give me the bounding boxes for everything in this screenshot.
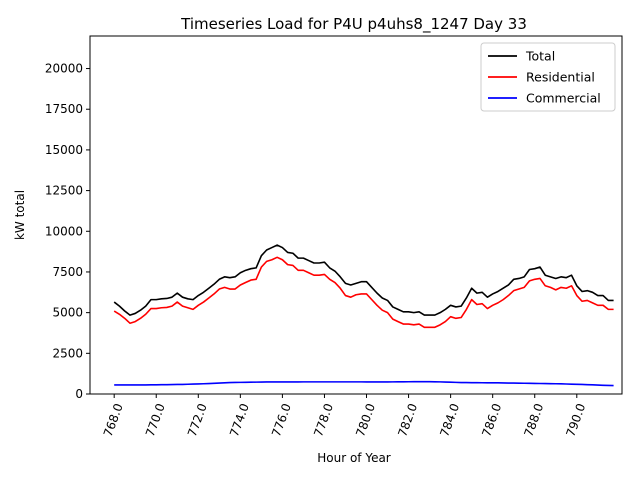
y-tick-label: 12500 <box>45 184 83 198</box>
x-tick-label: 784.0 <box>437 402 462 439</box>
legend-label-total: Total <box>525 49 555 64</box>
x-tick-label: 774.0 <box>227 402 252 439</box>
x-tick-label: 782.0 <box>395 402 420 439</box>
legend-label-residential: Residential <box>526 70 595 85</box>
series-layer <box>113 244 614 387</box>
series-line-commercial <box>114 380 614 387</box>
y-tick-label: 15000 <box>45 143 83 157</box>
y-tick-label: 5000 <box>52 306 83 320</box>
y-axis-label: kW total <box>13 190 27 240</box>
y-tick-label: 2500 <box>52 346 83 360</box>
series-line-residential <box>113 256 614 329</box>
series-line-total <box>113 244 614 316</box>
y-tick-label: 17500 <box>45 102 83 116</box>
x-tick-label: 772.0 <box>185 402 210 439</box>
legend-label-commercial: Commercial <box>526 91 601 106</box>
y-tick-label: 0 <box>75 387 83 401</box>
chart-title: Timeseries Load for P4U p4uhs8_1247 Day … <box>180 15 527 34</box>
x-tick-label: 786.0 <box>479 402 504 439</box>
x-tick-label: 768.0 <box>101 402 126 439</box>
legend: Total Residential Commercial <box>480 42 616 112</box>
legend-box <box>480 42 616 112</box>
x-tick-label: 776.0 <box>269 402 294 439</box>
x-tick-label: 770.0 <box>143 402 168 439</box>
x-axis: 768.0 770.0 772.0 774.0 776.0 778.0 780.0 782.0… <box>101 394 588 439</box>
x-tick-label: 788.0 <box>521 402 546 439</box>
y-axis: 0 2500 5000 7500 10000 12500 15000 17500 20000 <box>45 62 90 401</box>
y-tick-label: 20000 <box>45 62 83 76</box>
x-tick-label: 790.0 <box>563 402 588 439</box>
x-tick-label: 778.0 <box>311 402 336 439</box>
x-axis-label: Hour of Year <box>317 451 391 465</box>
y-tick-label: 10000 <box>45 224 83 238</box>
y-tick-label: 7500 <box>52 265 83 279</box>
x-tick-label: 780.0 <box>353 402 378 439</box>
